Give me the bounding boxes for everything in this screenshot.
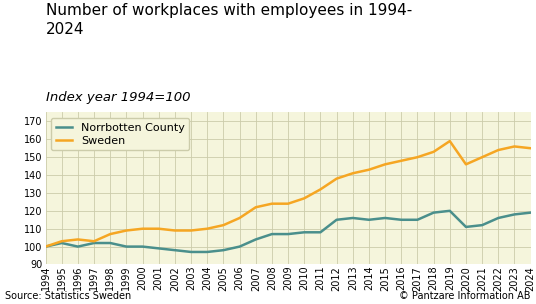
Sweden	[349, 171, 356, 175]
Sweden	[366, 168, 372, 171]
Sweden	[188, 229, 195, 232]
Line: Norrbotten County: Norrbotten County	[46, 211, 531, 252]
Norrbotten County	[252, 238, 259, 241]
Sweden	[107, 232, 114, 236]
Line: Sweden: Sweden	[46, 141, 531, 247]
Norrbotten County	[479, 223, 486, 227]
Norrbotten County	[382, 216, 389, 220]
Sweden	[269, 202, 275, 206]
Norrbotten County	[349, 216, 356, 220]
Sweden	[91, 240, 98, 243]
Norrbotten County	[333, 218, 340, 222]
Legend: Norrbotten County, Sweden: Norrbotten County, Sweden	[51, 118, 189, 150]
Sweden	[252, 206, 259, 209]
Sweden	[317, 188, 324, 191]
Sweden	[285, 202, 292, 206]
Norrbotten County	[42, 245, 49, 248]
Norrbotten County	[317, 230, 324, 234]
Sweden	[58, 240, 65, 243]
Norrbotten County	[366, 218, 372, 222]
Norrbotten County	[285, 232, 292, 236]
Sweden	[123, 229, 130, 232]
Sweden	[446, 139, 453, 143]
Norrbotten County	[172, 248, 178, 252]
Sweden	[204, 227, 211, 230]
Sweden	[430, 150, 437, 154]
Sweden	[511, 145, 518, 148]
Text: Index year 1994=100: Index year 1994=100	[46, 91, 190, 104]
Norrbotten County	[495, 216, 502, 220]
Sweden	[398, 159, 405, 163]
Norrbotten County	[398, 218, 405, 222]
Norrbotten County	[414, 218, 421, 222]
Sweden	[382, 163, 389, 166]
Sweden	[75, 238, 81, 241]
Norrbotten County	[58, 241, 65, 245]
Sweden	[495, 148, 502, 152]
Sweden	[414, 155, 421, 159]
Norrbotten County	[269, 232, 275, 236]
Norrbotten County	[204, 250, 211, 254]
Sweden	[172, 229, 178, 232]
Norrbotten County	[155, 247, 162, 250]
Norrbotten County	[188, 250, 195, 254]
Norrbotten County	[236, 245, 243, 248]
Norrbotten County	[123, 245, 130, 248]
Norrbotten County	[75, 245, 81, 248]
Sweden	[155, 227, 162, 230]
Text: Number of workplaces with employees in 1994-
2024: Number of workplaces with employees in 1…	[46, 3, 412, 37]
Norrbotten County	[107, 241, 114, 245]
Norrbotten County	[511, 212, 518, 216]
Norrbotten County	[91, 241, 98, 245]
Norrbotten County	[446, 209, 453, 213]
Norrbotten County	[220, 248, 227, 252]
Sweden	[301, 196, 308, 200]
Norrbotten County	[430, 211, 437, 214]
Text: © Pantzare Information AB: © Pantzare Information AB	[399, 291, 531, 301]
Sweden	[42, 245, 49, 248]
Sweden	[479, 155, 486, 159]
Norrbotten County	[463, 225, 469, 229]
Norrbotten County	[139, 245, 146, 248]
Sweden	[139, 227, 146, 230]
Sweden	[220, 223, 227, 227]
Text: Source: Statistics Sweden: Source: Statistics Sweden	[5, 291, 132, 301]
Sweden	[527, 147, 534, 150]
Norrbotten County	[527, 211, 534, 214]
Norrbotten County	[301, 230, 308, 234]
Sweden	[463, 163, 469, 166]
Sweden	[236, 216, 243, 220]
Sweden	[333, 177, 340, 181]
